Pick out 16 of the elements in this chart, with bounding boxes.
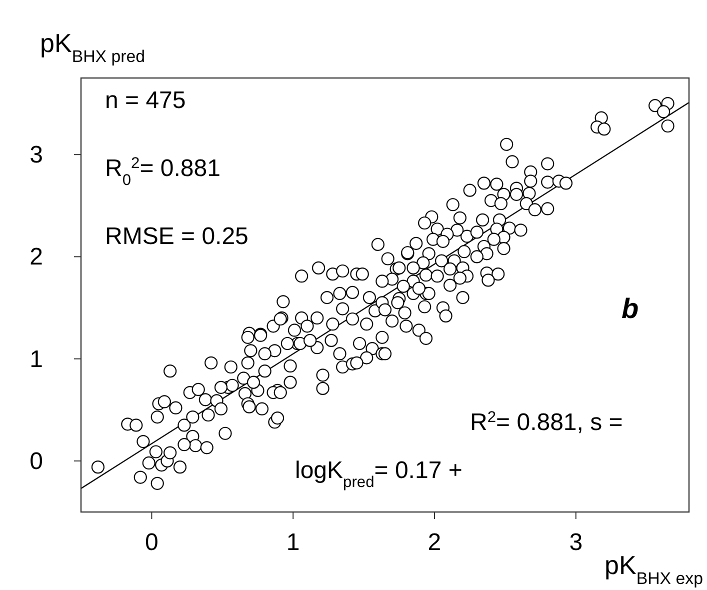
x-axis-title: pK$_{BHX exp}$ xyxy=(604,550,703,588)
x-tick-label: 3 xyxy=(569,529,583,556)
y-tick-label: 1 xyxy=(30,346,43,373)
annotation: RMSE = 0.25 xyxy=(105,223,248,250)
annotation: n = 475 xyxy=(105,87,186,114)
y-tick-label: 2 xyxy=(30,244,43,271)
annotation: b xyxy=(621,293,639,324)
annotation: R$_{0}$$^{2}$= 0.881 xyxy=(105,154,220,188)
y-tick-label: 0 xyxy=(30,448,43,475)
x-tick-label: 1 xyxy=(286,529,300,556)
annotation: logK$_{pred}$= 0.17 + xyxy=(295,457,462,490)
y-axis-title: pK$_{BHX pred}$ xyxy=(40,28,146,66)
x-tick-label: 2 xyxy=(428,529,442,556)
annotation: R$^{2}$= 0.881, s = xyxy=(470,408,623,436)
y-tick-label: 3 xyxy=(30,142,43,169)
x-tick-label: 0 xyxy=(145,529,158,556)
